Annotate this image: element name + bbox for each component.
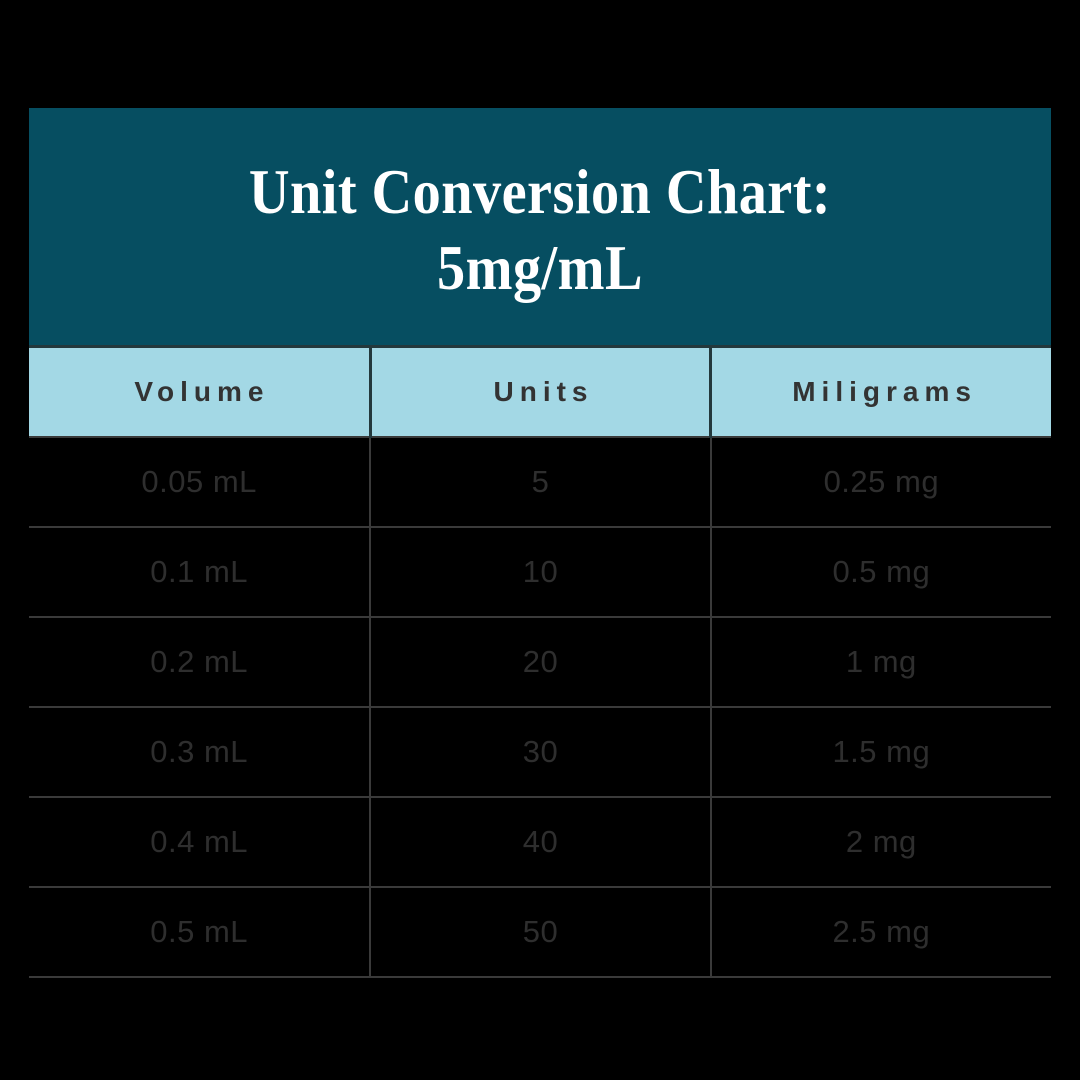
table-body: 0.05 mL 5 0.25 mg 0.1 mL 10 0.5 mg 0.2 m… <box>29 435 1051 978</box>
column-header-volume: Volume <box>29 345 372 437</box>
cell-units: 40 <box>369 795 711 887</box>
table-header-row: Volume Units Miligrams <box>29 345 1051 437</box>
cell-milligrams: 0.25 mg <box>709 435 1051 527</box>
table-row: 0.5 mL 50 2.5 mg <box>29 885 1051 978</box>
cell-volume: 0.4 mL <box>29 795 371 887</box>
column-header-units: Units <box>368 345 713 437</box>
cell-volume: 0.3 mL <box>29 705 371 797</box>
cell-units: 30 <box>369 705 711 797</box>
table-row: 0.1 mL 10 0.5 mg <box>29 525 1051 617</box>
cell-volume: 0.05 mL <box>29 435 371 527</box>
cell-volume: 0.2 mL <box>29 615 371 707</box>
table-row: 0.2 mL 20 1 mg <box>29 615 1051 707</box>
table-row: 0.05 mL 5 0.25 mg <box>29 435 1051 527</box>
cell-volume: 0.5 mL <box>29 885 371 978</box>
cell-milligrams: 0.5 mg <box>709 525 1051 617</box>
cell-units: 50 <box>369 885 711 978</box>
cell-units: 5 <box>369 435 711 527</box>
cell-volume: 0.1 mL <box>29 525 371 617</box>
cell-milligrams: 2.5 mg <box>709 885 1051 978</box>
cell-units: 10 <box>369 525 711 617</box>
cell-milligrams: 2 mg <box>709 795 1051 887</box>
cell-milligrams: 1.5 mg <box>709 705 1051 797</box>
table-header: Volume Units Miligrams <box>29 345 1051 437</box>
page-title: Unit Conversion Chart: 5mg/mL <box>248 156 832 303</box>
table-row: 0.3 mL 30 1.5 mg <box>29 705 1051 797</box>
cell-units: 20 <box>369 615 711 707</box>
cell-milligrams: 1 mg <box>709 615 1051 707</box>
conversion-chart-card: Unit Conversion Chart: 5mg/mL Volume Uni… <box>29 108 1051 978</box>
title-banner: Unit Conversion Chart: 5mg/mL <box>29 108 1051 346</box>
conversion-table: Volume Units Miligrams 0.05 mL 5 0.25 mg… <box>29 345 1051 978</box>
table-row: 0.4 mL 40 2 mg <box>29 795 1051 887</box>
column-header-milligrams: Miligrams <box>709 345 1051 437</box>
